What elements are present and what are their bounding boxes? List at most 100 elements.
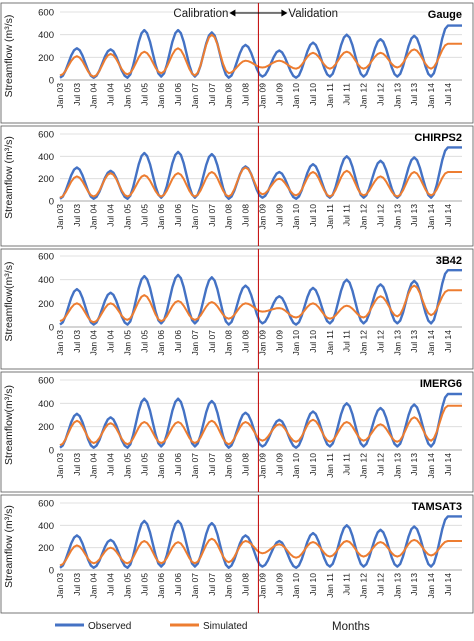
series-line-observed bbox=[59, 269, 462, 326]
x-tick-label: Jul 03 bbox=[72, 83, 82, 106]
x-tick-label: Jul 13 bbox=[409, 573, 419, 596]
x-tick-label: Jul 06 bbox=[173, 83, 183, 106]
x-tick-label: Jan 13 bbox=[392, 204, 402, 230]
y-tick-label: 400 bbox=[38, 275, 54, 286]
x-tick-label: Jul 05 bbox=[139, 83, 149, 106]
x-tick-label: Jul 08 bbox=[241, 83, 251, 106]
x-tick-label: Jan 05 bbox=[122, 204, 132, 230]
panel-chirps2: 0 200 400 600 Streamflow (m³/s) CHIRPS2 Jan 03… bbox=[0, 125, 474, 247]
x-tick-label: Jan 08 bbox=[224, 83, 234, 109]
panel-imerg6: 0 200 400 600 Streamflow(m³/s) IMERG6 Jan 03 Ju… bbox=[0, 371, 474, 493]
x-tick-label: Jan 06 bbox=[156, 204, 166, 230]
panel-title: TAMSAT3 bbox=[412, 501, 462, 513]
x-tick-label: Jul 03 bbox=[72, 573, 82, 596]
x-tick-label: Jan 14 bbox=[426, 204, 436, 230]
x-tick-label: Jul 09 bbox=[274, 573, 284, 596]
x-tick-label: Jan 12 bbox=[359, 204, 369, 230]
x-tick-label: Jul 05 bbox=[139, 573, 149, 596]
arrow-head-right-icon bbox=[281, 9, 288, 17]
x-tick-label: Jul 09 bbox=[274, 83, 284, 106]
x-tick-label: Jan 03 bbox=[55, 83, 65, 109]
y-tick-label: 200 bbox=[38, 299, 54, 310]
x-tick-label: Jan 09 bbox=[257, 330, 267, 356]
x-tick-label: Jul 06 bbox=[173, 330, 183, 353]
y-tick-label: 200 bbox=[38, 174, 54, 185]
x-tick-label: Jan 13 bbox=[392, 573, 402, 599]
x-tick-label: Jul 12 bbox=[375, 204, 385, 227]
x-tick-label: Jul 05 bbox=[139, 330, 149, 353]
x-tick-label: Jul 10 bbox=[308, 83, 318, 106]
x-tick-label: Jan 06 bbox=[156, 330, 166, 356]
x-tick-label: Jan 04 bbox=[89, 453, 99, 479]
x-tick-label: Jul 04 bbox=[106, 330, 116, 353]
x-tick-label: Jul 13 bbox=[409, 453, 419, 476]
x-tick-label: Jan 08 bbox=[224, 453, 234, 479]
x-tick-label: Jan 05 bbox=[122, 453, 132, 479]
x-tick-label: Jan 13 bbox=[392, 83, 402, 109]
x-tick-label: Jan 03 bbox=[55, 330, 65, 356]
x-tick-label: Jan 14 bbox=[426, 83, 436, 109]
x-tick-label: Jul 10 bbox=[308, 573, 318, 596]
x-axis-label: Months bbox=[332, 621, 370, 633]
y-tick-label: 600 bbox=[38, 499, 54, 510]
y-tick-label: 0 bbox=[49, 197, 54, 208]
x-tick-label: Jan 10 bbox=[291, 83, 301, 109]
x-tick-label: Jul 04 bbox=[106, 83, 116, 106]
x-tick-label: Jul 07 bbox=[207, 573, 217, 596]
x-tick-label: Jul 11 bbox=[342, 83, 352, 105]
x-tick-label: Jul 06 bbox=[173, 204, 183, 227]
x-tick-label: Jul 11 bbox=[342, 453, 352, 475]
x-tick-label: Jan 09 bbox=[257, 204, 267, 230]
x-tick-label: Jul 05 bbox=[139, 204, 149, 227]
legend-observed-label: Observed bbox=[88, 621, 131, 632]
x-tick-label: Jan 10 bbox=[291, 330, 301, 356]
legend: Observed Simulated Months bbox=[55, 621, 370, 633]
x-tick-label: Jul 11 bbox=[342, 204, 352, 226]
x-tick-label: Jul 06 bbox=[173, 573, 183, 596]
y-tick-label: 600 bbox=[38, 252, 54, 263]
x-tick-label: Jul 08 bbox=[241, 573, 251, 596]
x-tick-label: Jul 13 bbox=[409, 83, 419, 106]
series-line-simulated bbox=[59, 404, 462, 447]
x-tick-label: Jul 14 bbox=[443, 330, 453, 353]
y-tick-label: 400 bbox=[38, 152, 54, 163]
x-tick-label: Jul 04 bbox=[106, 573, 116, 596]
x-tick-label: Jan 03 bbox=[55, 573, 65, 599]
panel-3b42: 0 200 400 600 Streamflow(m³/s) 3B42 Jan 03 Jul … bbox=[0, 248, 474, 370]
x-tick-label: Jul 06 bbox=[173, 453, 183, 476]
x-tick-label: Jul 12 bbox=[375, 453, 385, 476]
x-tick-label: Jan 06 bbox=[156, 83, 166, 109]
x-tick-label: Jan 07 bbox=[190, 83, 200, 109]
y-axis-label: Streamflow (m³/s) bbox=[3, 136, 15, 219]
x-tick-label: Jan 07 bbox=[190, 204, 200, 230]
x-tick-label: Jan 13 bbox=[392, 330, 402, 356]
x-tick-label: Jan 08 bbox=[224, 204, 234, 230]
x-tick-label: Jul 14 bbox=[443, 573, 453, 596]
y-tick-label: 400 bbox=[38, 399, 54, 410]
x-tick-label: Jul 04 bbox=[106, 204, 116, 227]
y-axis-label: Streamflow (m³/s) bbox=[3, 505, 15, 588]
x-tick-label: Jan 05 bbox=[122, 330, 132, 356]
x-tick-label: Jan 11 bbox=[325, 453, 335, 478]
series-line-observed bbox=[59, 24, 462, 79]
x-tick-label: Jan 10 bbox=[291, 204, 301, 230]
x-tick-label: Jul 14 bbox=[443, 453, 453, 476]
x-tick-label: Jul 07 bbox=[207, 330, 217, 353]
y-tick-label: 200 bbox=[38, 53, 54, 64]
x-tick-label: Jul 11 bbox=[342, 573, 352, 595]
panel-title: 3B42 bbox=[436, 255, 462, 267]
y-tick-label: 0 bbox=[49, 76, 54, 87]
x-tick-label: Jul 12 bbox=[375, 83, 385, 106]
x-tick-label: Jan 09 bbox=[257, 453, 267, 479]
x-tick-label: Jul 08 bbox=[241, 330, 251, 353]
series-line-simulated bbox=[59, 33, 462, 78]
calibration-label: Calibration bbox=[173, 8, 228, 20]
x-tick-label: Jul 05 bbox=[139, 453, 149, 476]
x-tick-label: Jan 14 bbox=[426, 573, 436, 599]
x-tick-label: Jan 12 bbox=[359, 453, 369, 479]
x-tick-label: Jul 04 bbox=[106, 453, 116, 476]
x-tick-label: Jan 11 bbox=[325, 83, 335, 108]
x-tick-label: Jan 08 bbox=[224, 573, 234, 599]
arrow-head-left-icon bbox=[229, 9, 236, 17]
